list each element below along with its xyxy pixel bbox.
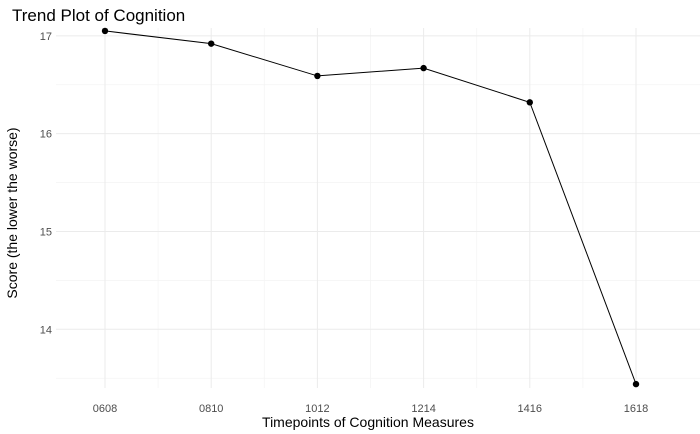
data-point <box>208 40 215 47</box>
data-point <box>314 72 321 80</box>
y-tick-label: 17 <box>40 31 52 43</box>
x-tick-label: 0810 <box>199 403 223 415</box>
grid <box>56 28 700 388</box>
x-tick-label: 1618 <box>624 403 648 415</box>
data-points <box>101 27 640 388</box>
y-axis-label: Score (the lower the worse) <box>4 127 20 298</box>
x-tick-label: 1214 <box>411 403 435 415</box>
y-tick-label: 15 <box>40 226 52 238</box>
x-tick-labels: 0608 0810 1012 1214 1416 1618 <box>93 403 648 415</box>
data-point <box>101 27 109 35</box>
y-tick-labels: 14 15 16 17 <box>40 31 52 336</box>
data-point <box>420 64 427 72</box>
data-point <box>632 380 640 388</box>
y-tick-label: 14 <box>40 324 52 336</box>
series-line <box>104 30 637 385</box>
x-tick-label: 0608 <box>93 403 117 415</box>
chart-title: Trend Plot of Cognition <box>12 6 185 25</box>
x-axis-label: Timepoints of Cognition Measures <box>262 414 474 430</box>
x-tick-label: 1416 <box>518 403 542 415</box>
y-tick-label: 16 <box>40 129 52 141</box>
data-point <box>526 99 533 106</box>
x-tick-label: 1012 <box>305 403 329 415</box>
